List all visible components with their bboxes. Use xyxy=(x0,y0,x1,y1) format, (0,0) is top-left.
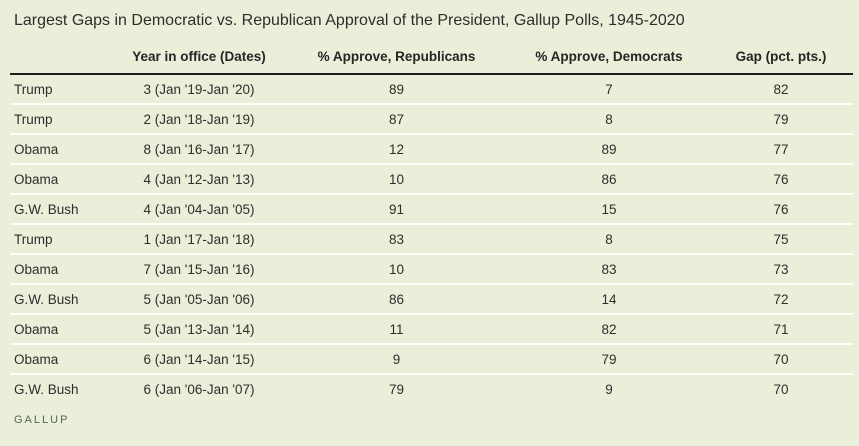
president-cell: G.W. Bush xyxy=(10,193,114,224)
approve-democrats-cell: 82 xyxy=(509,313,709,344)
year-in-office-cell: 4 (Jan '12-Jan '13) xyxy=(114,163,284,194)
approve-republicans-cell: 9 xyxy=(284,343,509,374)
gap-cell: 70 xyxy=(709,373,853,403)
col-header-gap: Gap (pct. pts.) xyxy=(709,44,853,75)
gap-cell: 82 xyxy=(773,82,789,97)
col-header-year-in-office: Year in office (Dates) xyxy=(114,44,284,75)
approve-democrats-cell: 7 xyxy=(605,82,613,97)
year-in-office-cell: 1 (Jan '17-Jan '18) xyxy=(114,223,284,254)
approve-democrats-cell: 8 xyxy=(509,103,709,134)
approve-democrats-cell: 89 xyxy=(509,133,709,164)
president-cell: G.W. Bush xyxy=(10,373,114,403)
approve-democrats-cell: 15 xyxy=(509,193,709,224)
president-cell: Obama xyxy=(10,343,114,374)
approve-democrats-cell: 9 xyxy=(509,373,709,403)
year-in-office-cell: 5 (Jan '05-Jan '06) xyxy=(114,283,284,314)
president-cell: Trump xyxy=(10,103,114,134)
gap-cell: 71 xyxy=(709,313,853,344)
president-cell: Obama xyxy=(10,253,114,284)
approve-republicans-cell: 87 xyxy=(284,103,509,134)
approve-democrats-cell: 83 xyxy=(509,253,709,284)
approve-republicans-cell: 86 xyxy=(284,283,509,314)
col-header-approve-democrats: % Approve, Democrats xyxy=(509,44,709,75)
approve-democrats-cell: 14 xyxy=(509,283,709,314)
approve-republicans-cell: 10 xyxy=(284,253,509,284)
year-in-office-cell: 6 (Jan '14-Jan '15) xyxy=(114,343,284,374)
approve-republicans-cell: 91 xyxy=(284,193,509,224)
approve-republicans-cell: 10 xyxy=(284,163,509,194)
approve-republicans-cell: 12 xyxy=(284,133,509,164)
gap-cell: 73 xyxy=(709,253,853,284)
gallup-source-label: GALLUP xyxy=(14,414,70,426)
table-row: Obama 6 (Jan '14-Jan '15) 9 79 70 xyxy=(10,343,853,374)
gap-cell: 76 xyxy=(709,163,853,194)
table-row: Obama 7 (Jan '15-Jan '16) 10 83 73 xyxy=(10,253,853,284)
header-row: Year in office (Dates) % Approve, Republ… xyxy=(10,44,853,75)
gap-cell: 72 xyxy=(709,283,853,314)
page-title: Largest Gaps in Democratic vs. Republica… xyxy=(14,12,685,29)
gap-cell: 75 xyxy=(709,223,853,254)
year-in-office-cell: 8 (Jan '16-Jan '17) xyxy=(114,133,284,164)
approve-democrats-cell: 79 xyxy=(509,343,709,374)
gap-cell: 70 xyxy=(709,343,853,374)
gap-cell: 79 xyxy=(709,103,853,134)
gap-cell: 76 xyxy=(709,193,853,224)
table-row: Obama 8 (Jan '16-Jan '17) 12 89 77 xyxy=(10,133,853,164)
approve-republicans-cell: 79 xyxy=(284,373,509,403)
approve-democrats-cell: 86 xyxy=(509,163,709,194)
president-cell: Obama xyxy=(10,133,114,164)
year-in-office-cell: 6 (Jan '06-Jan '07) xyxy=(114,373,284,403)
table-body: Trump 3 (Jan '19-Jan '20) 89 7 82 Trump 2 (Jan… xyxy=(10,74,853,403)
president-cell: G.W. Bush xyxy=(10,283,114,314)
approve-democrats-cell: 8 xyxy=(509,223,709,254)
table-row: Obama 4 (Jan '12-Jan '13) 10 86 76 xyxy=(10,163,853,194)
year-in-office-cell: 7 (Jan '15-Jan '16) xyxy=(114,253,284,284)
approve-republicans-cell: 11 xyxy=(284,313,509,344)
president-cell: Trump xyxy=(10,223,114,254)
col-header-approve-republicans: % Approve, Republicans xyxy=(284,44,509,75)
table-row: Trump 1 (Jan '17-Jan '18) 83 8 75 xyxy=(10,223,853,254)
approve-republicans-cell: 83 xyxy=(284,223,509,254)
table-row: Trump 3 (Jan '19-Jan '20) 89 7 82 xyxy=(10,74,853,104)
president-cell: Trump xyxy=(14,82,53,97)
year-in-office-cell: 5 (Jan '13-Jan '14) xyxy=(114,313,284,344)
approval-gap-table: Year in office (Dates) % Approve, Republ… xyxy=(10,44,853,403)
year-in-office-cell: 2 (Jan '18-Jan '19) xyxy=(114,103,284,134)
president-cell: Obama xyxy=(10,313,114,344)
year-in-office-cell: 4 (Jan '04-Jan '05) xyxy=(114,193,284,224)
table-row: Obama 5 (Jan '13-Jan '14) 11 82 71 xyxy=(10,313,853,344)
table-row: Trump 2 (Jan '18-Jan '19) 87 8 79 xyxy=(10,103,853,134)
table-row: G.W. Bush 6 (Jan '06-Jan '07) 79 9 70 xyxy=(10,373,853,403)
gap-cell: 77 xyxy=(709,133,853,164)
col-header-president xyxy=(10,44,114,75)
table-row: G.W. Bush 4 (Jan '04-Jan '05) 91 15 76 xyxy=(10,193,853,224)
table-row: G.W. Bush 5 (Jan '05-Jan '06) 86 14 72 xyxy=(10,283,853,314)
approve-republicans-cell: 89 xyxy=(388,82,405,97)
year-in-office-cell: 3 (Jan '19-Jan '20) xyxy=(143,82,255,97)
gallup-approval-gap-page: Largest Gaps in Democratic vs. Republica… xyxy=(10,12,853,426)
president-cell: Obama xyxy=(10,163,114,194)
